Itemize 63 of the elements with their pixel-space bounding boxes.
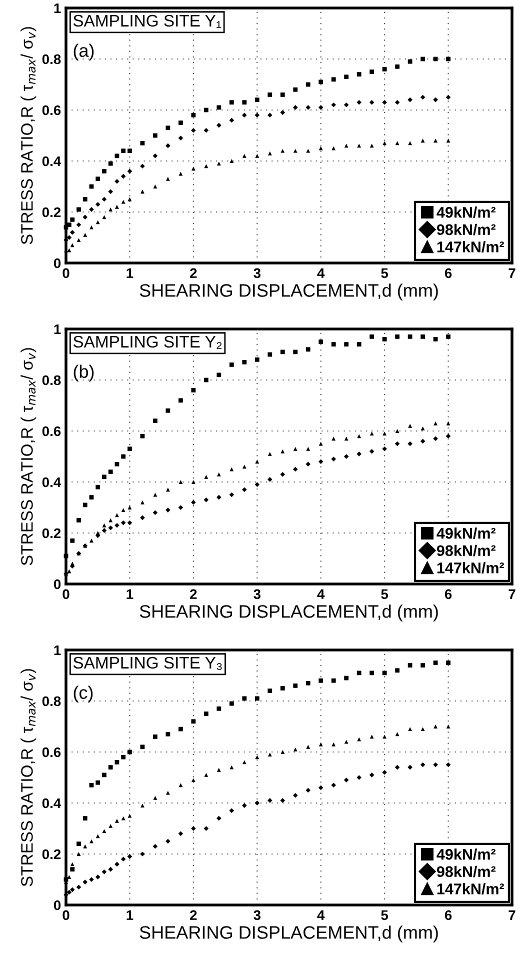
y-tick-label: 0.2 xyxy=(42,528,61,538)
x-tick-label: 6 xyxy=(444,589,452,600)
y-tick-label: 0.6 xyxy=(42,105,61,116)
y-axis-title: STRESS RATIO,R ( τ$_{max}$/ σ$_{v}$) xyxy=(20,27,36,244)
y-tick-label: 0.8 xyxy=(42,696,61,706)
legend-label: 147kN/m² xyxy=(437,241,504,252)
y-tick-label: 0.8 xyxy=(42,54,61,64)
x-tick-label: 6 xyxy=(444,910,452,920)
y-tick-label: 0.4 xyxy=(42,798,62,808)
legend-label: 49kN/m² xyxy=(436,206,496,218)
x-tick-label: 0 xyxy=(62,910,70,920)
legend-label: 49kN/m² xyxy=(436,848,496,860)
chart-title: SAMPLING SITE Y₃ xyxy=(73,656,222,670)
x-tick-label: 1 xyxy=(126,268,134,278)
x-tick-label: 6 xyxy=(444,268,452,278)
y-tick-label: 0.2 xyxy=(42,207,61,218)
x-tick-label: 5 xyxy=(381,268,388,278)
y-axis-title: STRESS RATIO,R ( τ$_{max}$/ σ$_{v}$) xyxy=(20,348,36,566)
legend-label: 98kN/m² xyxy=(436,866,496,878)
y-tick-label: 0 xyxy=(54,900,61,910)
y-tick-label: 1 xyxy=(54,324,61,334)
y-tick-label: 0.4 xyxy=(42,477,62,488)
y-tick-label: 0.8 xyxy=(42,375,61,386)
y-tick-label: 0.2 xyxy=(42,849,61,860)
y-axis-title: STRESS RATIO,R ( τ$_{max}$/ σ$_{v}$) xyxy=(20,669,36,886)
x-tick-label: 5 xyxy=(381,910,388,920)
y-tick-label: 1 xyxy=(54,3,61,14)
x-tick-label: 7 xyxy=(508,268,516,278)
x-tick-label: 7 xyxy=(508,910,516,920)
x-tick-label: 1 xyxy=(126,589,134,599)
x-tick-label: 5 xyxy=(381,589,388,600)
legend-label: 98kN/m² xyxy=(436,224,496,236)
x-tick-label: 7 xyxy=(508,589,516,599)
y-tick-label: 0.4 xyxy=(42,156,62,166)
annotation: (c) xyxy=(74,686,93,703)
x-tick-label: 3 xyxy=(254,589,261,600)
legend-label: 147kN/m² xyxy=(437,562,504,574)
y-tick-label: 0.6 xyxy=(42,426,61,436)
y-tick-label: 0 xyxy=(54,579,61,590)
legend-label: 49kN/m² xyxy=(436,528,496,539)
x-tick-label: 4 xyxy=(317,268,325,278)
annotation: (b) xyxy=(74,364,94,382)
legend-label: 98kN/m² xyxy=(436,544,496,556)
x-axis-title: SHEARING DISPLACEMENT,d (mm) xyxy=(140,284,438,300)
x-tick-label: 2 xyxy=(190,268,197,278)
chart-title: SAMPLING SITE Y₁ xyxy=(73,14,222,28)
x-tick-label: 3 xyxy=(254,268,261,278)
x-tick-label: 3 xyxy=(254,910,261,920)
x-tick-label: 4 xyxy=(317,589,325,599)
legend-label: 147kN/m² xyxy=(437,883,504,894)
chart-title: SAMPLING SITE Y₂ xyxy=(73,336,222,349)
y-tick-label: 1 xyxy=(54,645,61,656)
x-tick-label: 4 xyxy=(317,910,325,920)
y-tick-label: 0 xyxy=(54,258,61,268)
x-tick-label: 0 xyxy=(62,268,70,278)
x-axis-title: SHEARING DISPLACEMENT,d (mm) xyxy=(140,604,438,622)
x-tick-label: 2 xyxy=(190,589,197,599)
y-tick-label: 0.6 xyxy=(42,747,61,758)
x-tick-label: 0 xyxy=(62,589,70,600)
x-tick-label: 2 xyxy=(190,910,197,920)
annotation: (a) xyxy=(74,44,94,61)
x-tick-label: 1 xyxy=(126,910,134,920)
x-axis-title: SHEARING DISPLACEMENT,d (mm) xyxy=(140,926,438,942)
